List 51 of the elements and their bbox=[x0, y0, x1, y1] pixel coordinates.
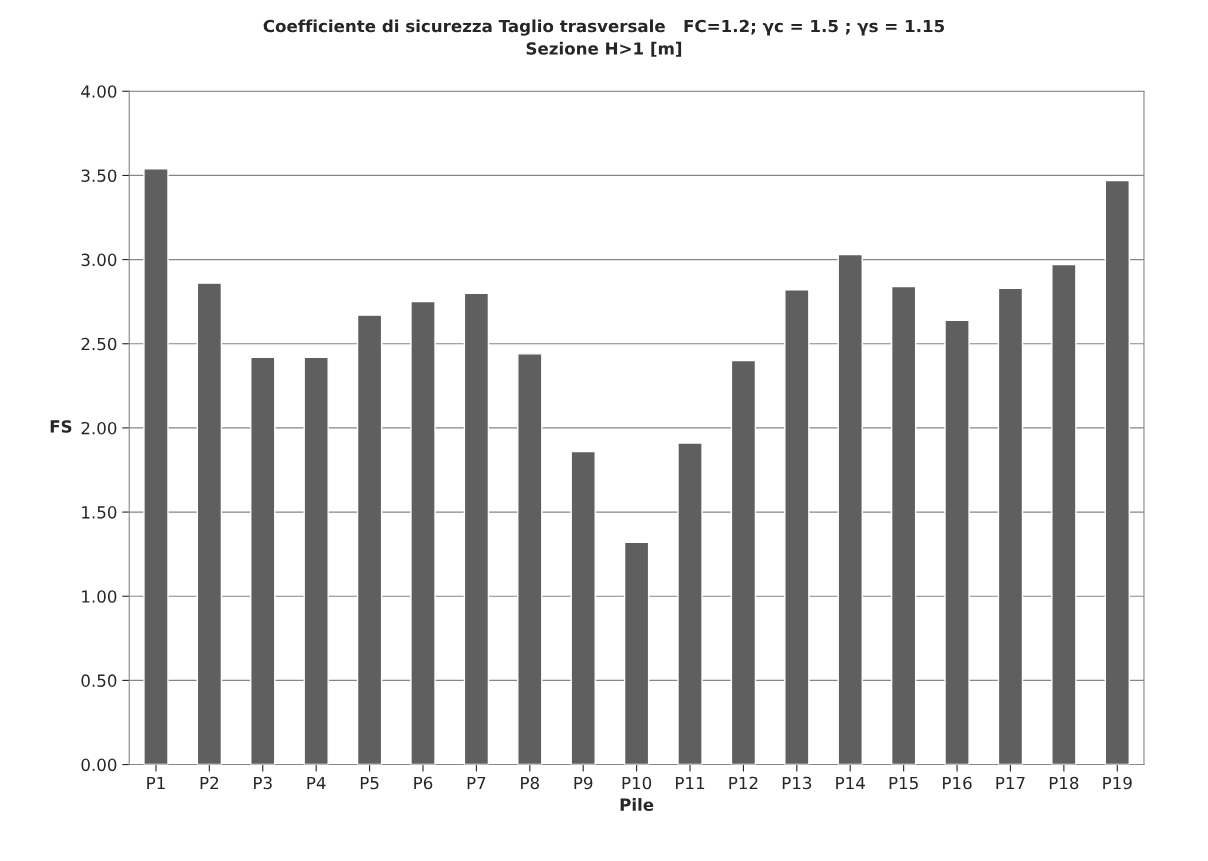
y-tick-label: 3.50 bbox=[81, 169, 117, 182]
bar bbox=[784, 289, 810, 765]
x-tick-label: P4 bbox=[307, 776, 326, 790]
x-tick-label: P3 bbox=[254, 776, 272, 790]
x-tick-label: P18 bbox=[1049, 776, 1079, 790]
y-tick-label: 0.00 bbox=[81, 758, 117, 772]
bar bbox=[517, 353, 543, 765]
x-tick-label: P11 bbox=[676, 776, 705, 790]
y-tick-label: 3.00 bbox=[81, 253, 117, 267]
x-tick-label: P5 bbox=[360, 776, 379, 790]
bar bbox=[570, 450, 596, 765]
y-tick-label: 1.50 bbox=[82, 506, 117, 519]
y-tick-label: 2.50 bbox=[81, 337, 117, 351]
bar bbox=[623, 541, 650, 765]
bar bbox=[997, 287, 1024, 765]
x-tick-label: P13 bbox=[782, 776, 812, 790]
x-tick-label: P2 bbox=[200, 776, 219, 790]
bar bbox=[356, 314, 383, 765]
x-tick-label: P9 bbox=[574, 776, 593, 790]
x-tick-label: P15 bbox=[889, 776, 918, 790]
x-tick-label: P8 bbox=[521, 776, 539, 790]
chart-title: Coefficiente di sicurezza Taglio trasversale FC=1.2; γc = 1.5 ; γs = 1.15 bbox=[263, 19, 945, 36]
x-tick-label: P10 bbox=[622, 776, 652, 790]
x-tick-label: P19 bbox=[1103, 776, 1132, 790]
x-tick-label: P1 bbox=[147, 776, 165, 790]
x-tick-label: P14 bbox=[836, 776, 865, 790]
x-tick-label: P16 bbox=[943, 776, 972, 790]
y-tick-label: 1.00 bbox=[82, 590, 117, 603]
bar bbox=[677, 442, 703, 765]
x-tick-label: P12 bbox=[729, 776, 758, 790]
y-axis-title: FS bbox=[50, 420, 72, 433]
x-axis-title: Pile bbox=[620, 798, 654, 811]
bar bbox=[143, 168, 169, 765]
bar bbox=[837, 253, 863, 765]
y-tick-label: 4.00 bbox=[81, 85, 117, 98]
bar bbox=[1104, 179, 1130, 765]
chart-subtitle: Sezione H>1 [m] bbox=[526, 41, 682, 57]
y-tick-label: 2.00 bbox=[81, 421, 117, 435]
bar bbox=[250, 356, 276, 765]
x-tick-label: P6 bbox=[414, 776, 433, 790]
y-tick-label: 0.50 bbox=[81, 674, 117, 687]
bar bbox=[730, 359, 757, 765]
bar bbox=[944, 319, 970, 765]
bar bbox=[303, 356, 329, 765]
x-tick-label: P7 bbox=[467, 776, 486, 790]
bar bbox=[463, 292, 490, 765]
bar bbox=[890, 285, 917, 765]
x-tick-label: P17 bbox=[996, 776, 1025, 790]
bar bbox=[410, 300, 436, 765]
bar bbox=[1051, 263, 1077, 765]
bar bbox=[196, 282, 223, 765]
